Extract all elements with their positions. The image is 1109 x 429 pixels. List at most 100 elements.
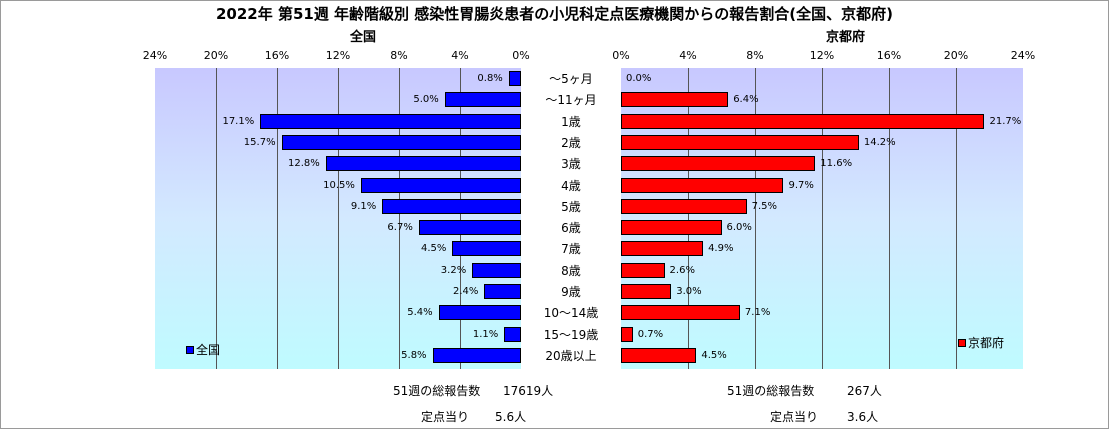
bar-kyoto [621,156,816,172]
tick-label-kyoto: 0% [612,49,630,62]
data-label-kyoto: 21.7% [989,115,1022,127]
category-label: 3歳 [561,157,581,172]
plot-area-kyoto: 0.0% 6.4% 21.7% 14.2% 11.6% 9.7% 7.5% 6.0% 4.9% 2… [621,68,1023,369]
data-label-zenkoku: 9.1% [350,200,377,212]
data-label-kyoto: 11.6% [820,158,853,170]
tick-label-kyoto: 4% [679,49,697,62]
bar-zenkoku [382,198,521,214]
legend-swatch-zenkoku [186,345,194,354]
legend-label-zenkoku: 全国 [196,343,221,357]
panel-title-kyoto: 京都府 [826,30,866,45]
kyoto-per-value: 3.6人 [847,410,879,424]
category-label: 5歳 [561,199,581,214]
bar-zenkoku [325,156,521,172]
gridline [688,68,689,369]
tick-label-kyoto: 16% [876,49,902,62]
bar-kyoto [621,220,722,236]
data-label-kyoto: 4.9% [708,243,734,255]
category-label: 8歳 [561,263,581,278]
zenkoku-total-value: 17619人 [503,384,554,398]
gridline [399,68,400,369]
gridline [889,68,890,369]
data-label-zenkoku: 15.7% [243,136,276,148]
data-label-zenkoku: 2.4% [453,286,479,297]
bar-zenkoku [444,92,521,108]
zenkoku-total-label: 51週の総報告数 [393,384,481,398]
kyoto-per-label: 定点当り [770,410,819,424]
tick-label-zenkoku: 4% [451,49,469,62]
tick-label-zenkoku: 8% [390,49,408,62]
category-label: 4歳 [561,178,581,193]
tick-label-kyoto: 24% [1010,49,1036,62]
zenkoku-per-label: 定点当り [421,410,470,424]
bar-kyoto [621,198,747,214]
bar-kyoto [621,241,704,257]
tick-label-zenkoku: 20% [203,49,229,62]
bar-zenkoku [260,113,521,129]
bar-kyoto [621,262,665,278]
bar-kyoto [621,284,672,299]
data-label-kyoto: 6.0% [726,222,752,234]
bar-kyoto [621,347,697,363]
bar-kyoto [621,92,729,108]
bar-zenkoku [360,177,521,193]
legend-zenkoku: 全国 [186,341,220,358]
bar-kyoto [621,177,784,193]
category-label: 2歳 [561,135,581,150]
gridline [956,68,957,369]
tick-label-zenkoku: 0% [512,49,530,62]
data-label-zenkoku: 6.7% [387,222,413,234]
data-label-kyoto: 6.4% [733,94,759,106]
data-label-zenkoku: 17.1% [222,115,255,127]
kyoto-total-label: 51週の総報告数 [727,384,815,398]
category-label: 20歳以上 [545,348,597,363]
bar-zenkoku [452,241,521,257]
data-label-kyoto: 14.2% [863,136,896,148]
zenkoku-per-value: 5.6人 [495,410,527,424]
gridline [822,68,823,369]
bar-zenkoku [508,71,521,86]
bar-zenkoku [418,220,521,236]
kyoto-total-value: 267人 [847,384,882,398]
tick-label-zenkoku: 16% [264,49,290,62]
tick-label-zenkoku: 24% [142,49,168,62]
bar-zenkoku [281,134,521,150]
gridline [216,68,217,369]
tick-label-kyoto: 12% [809,49,835,62]
bar-zenkoku [438,305,521,321]
legend-swatch-kyoto [958,338,966,347]
category-label: 6歳 [561,221,581,236]
bar-kyoto [621,134,859,150]
legend-kyoto: 京都府 [958,334,1004,351]
data-label-kyoto: 7.1% [744,307,771,319]
plot-area-zenkoku: 0.8% 5.0% 17.1% 15.7% 12.8% 10.5% 9.1% 6.7% 4.5%… [155,68,521,369]
legend-label-kyoto: 京都府 [968,336,1005,350]
data-label-zenkoku: 5.4% [407,307,433,319]
data-label-kyoto: 0.0% [626,73,652,84]
bar-kyoto [621,305,740,321]
category-label: 10～14歳 [543,306,599,321]
category-label: ～5ヶ月 [549,72,593,86]
data-label-zenkoku: 5.8% [401,349,427,361]
panel-title-zenkoku: 全国 [350,30,377,45]
chart-title: 2022年 第51週 年齢階級別 感染性胃腸炎患者の小児科定点医療機関からの報告… [215,5,893,23]
category-label: ～11ヶ月 [545,93,597,108]
data-label-kyoto: 3.0% [676,286,702,297]
bar-zenkoku [484,284,521,299]
category-label: 15～19歳 [543,327,599,342]
data-label-kyoto: 7.5% [751,200,778,212]
data-label-zenkoku: 12.8% [288,158,320,170]
tick-label-zenkoku: 12% [325,49,351,62]
data-label-zenkoku: 0.8% [477,73,503,84]
bar-zenkoku [472,262,521,278]
category-label: 1歳 [561,114,581,129]
data-label-kyoto: 4.5% [701,349,727,361]
tick-label-kyoto: 8% [746,49,764,62]
category-label: 7歳 [561,242,581,257]
gridline [755,68,756,369]
category-label: 9歳 [561,285,581,299]
data-label-kyoto: 0.7% [637,328,664,340]
data-label-zenkoku: 1.1% [472,328,499,340]
tick-label-kyoto: 20% [943,49,969,62]
data-label-zenkoku: 5.0% [413,94,439,106]
